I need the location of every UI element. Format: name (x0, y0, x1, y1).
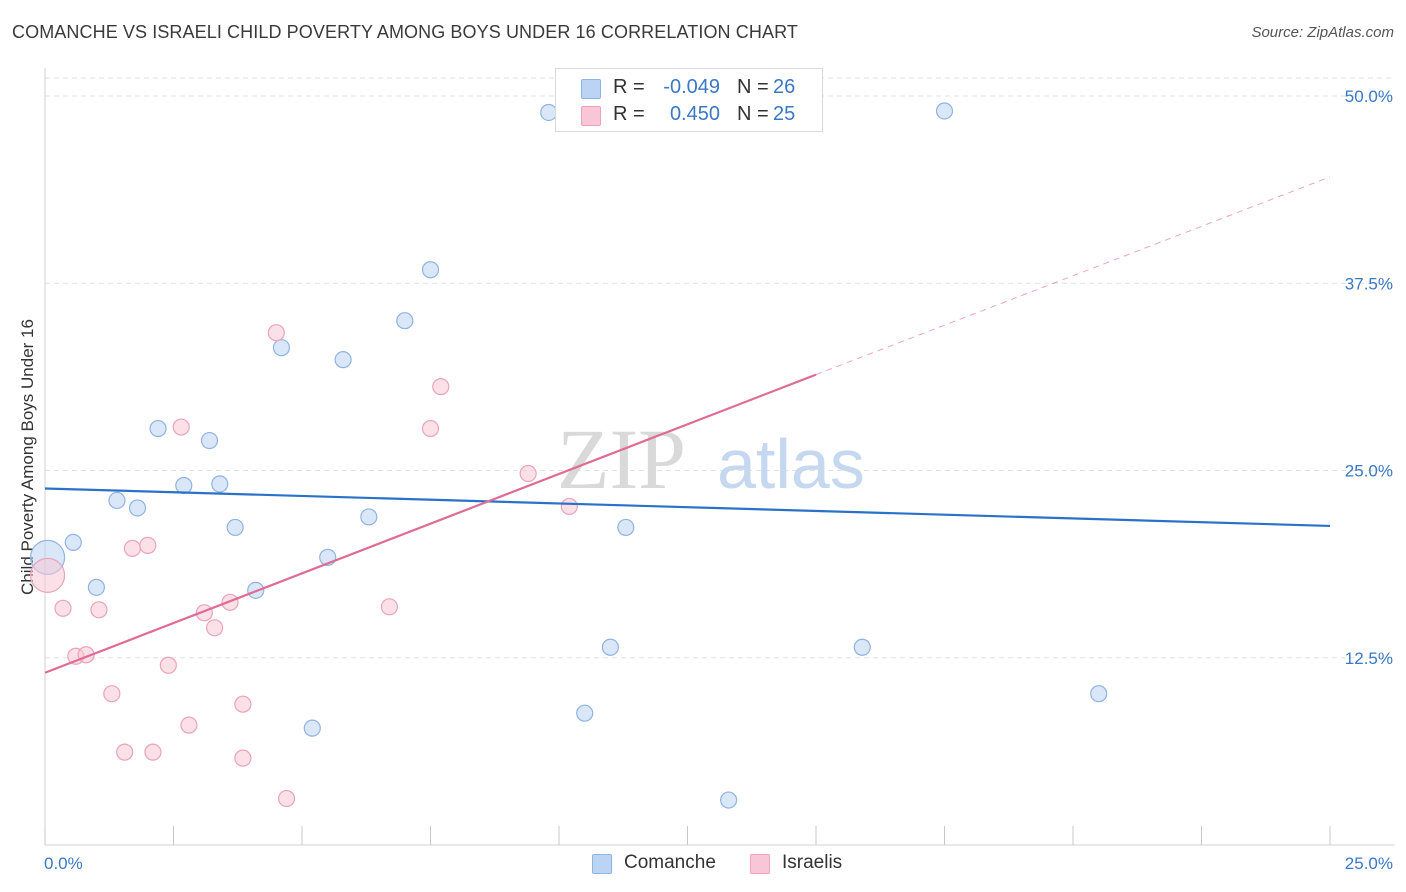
comanche-point (175, 476, 193, 495)
israelis-point (144, 743, 162, 761)
r-label: R = (613, 103, 645, 125)
israelis-point (234, 695, 252, 713)
y-tick-label: 25.0% (1345, 462, 1393, 481)
r-label: R = (613, 76, 645, 98)
israelis-trend-extension (815, 176, 1331, 376)
legend-label-israelis: Israelis (782, 852, 843, 873)
comanche-points (29, 102, 1108, 809)
comanche-point (211, 475, 229, 493)
comanche-point (617, 518, 635, 537)
n-label: N = (737, 76, 769, 98)
comanche-point (853, 638, 871, 656)
comanche-point (360, 508, 378, 526)
israelis-point (139, 536, 157, 555)
comanche-point (396, 312, 414, 330)
y-tick-label: 50.0% (1345, 87, 1393, 106)
comanche-point (64, 533, 82, 552)
israelis-point (206, 619, 224, 637)
comanche-point (334, 351, 352, 369)
israelis-r-value: 0.450 (669, 103, 720, 125)
israelis-point (116, 743, 134, 761)
comanche-point (421, 261, 440, 279)
watermark-atlas: atlas (717, 425, 865, 503)
israelis-point (29, 557, 66, 593)
comanche-point (108, 491, 126, 510)
comanche-point (149, 419, 167, 438)
y-tick-label: 37.5% (1345, 274, 1393, 293)
x-tick-label: 0.0% (44, 854, 83, 873)
comanche-point (128, 499, 147, 517)
israelis-swatch (750, 854, 770, 874)
trend-lines (44, 176, 1331, 674)
israelis-point (172, 418, 190, 436)
israelis-point (432, 378, 450, 396)
axes (44, 68, 1395, 846)
israelis-point (421, 419, 440, 438)
israelis-point (380, 598, 398, 616)
israelis-trend-line (44, 373, 817, 674)
comanche-point (935, 102, 954, 120)
watermark-zip: ZIP (557, 411, 686, 507)
x-tick-label: 25.0% (1345, 854, 1393, 873)
israelis-point (90, 601, 108, 619)
y-tick-label: 12.5% (1345, 649, 1393, 668)
legend-label-comanche: Comanche (624, 852, 716, 873)
watermark: ZIP atlas (557, 411, 865, 507)
comanche-point (601, 638, 620, 656)
tick-labels: 12.5% 25.0% 37.5% 50.0% 0.0% 25.0% (44, 87, 1393, 873)
comanche-point (87, 578, 106, 596)
gridlines (45, 77, 1395, 659)
comanche-point (226, 518, 244, 537)
source-credit: Source: ZipAtlas.com (1251, 24, 1394, 41)
comanche-point (720, 791, 738, 809)
comanche-point (272, 339, 291, 357)
n-label: N = (737, 103, 769, 125)
israelis-point (234, 749, 252, 767)
comanche-trend-line (44, 487, 1331, 528)
israelis-point (519, 464, 537, 483)
israelis-point (54, 599, 72, 617)
comanche-n-value: 26 (773, 76, 796, 98)
comanche-swatch (592, 854, 612, 874)
legend-row-israelis: R = 0.450 N = 25 (556, 101, 822, 127)
israelis-point (103, 685, 121, 703)
comanche-swatch (581, 79, 601, 99)
israelis-point (159, 656, 177, 674)
israelis-point (180, 716, 198, 734)
israelis-swatch (581, 106, 601, 126)
israelis-point (560, 497, 578, 516)
chart-title: COMANCHE VS ISRAELI CHILD POVERTY AMONG … (12, 22, 798, 42)
israelis-point (123, 539, 141, 557)
comanche-point (200, 431, 219, 450)
legend-row-comanche: R = -0.049 N = 26 (556, 74, 822, 100)
israelis-points (29, 324, 578, 808)
comanche-point (576, 704, 594, 722)
israelis-point (267, 324, 285, 342)
comanche-r-value: -0.049 (663, 76, 720, 98)
israelis-point (277, 789, 296, 808)
stats-legend: R = -0.049 N = 26 R = 0.450 N = 25 (555, 68, 823, 132)
comanche-point (303, 719, 321, 737)
israelis-n-value: 25 (773, 103, 796, 125)
comanche-point (1090, 685, 1108, 703)
